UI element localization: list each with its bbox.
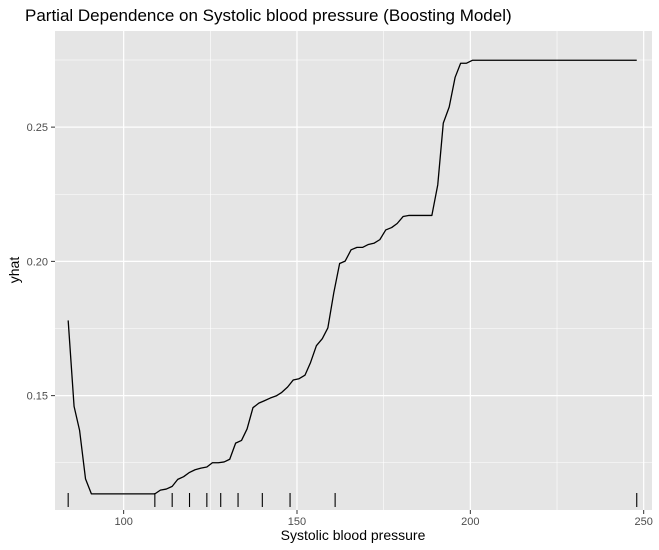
x-tick-label: 100 (114, 516, 132, 528)
rug-marks (67, 493, 638, 507)
y-axis-ticks: 0.15 0.20 0.25 (27, 122, 55, 403)
x-tick-label: 250 (634, 516, 652, 528)
x-axis-ticks: 100 150 200 250 (114, 510, 653, 528)
x-axis-label: Systolic blood pressure (281, 527, 426, 543)
y-tick-label: 0.15 (27, 391, 48, 403)
grid-major (55, 31, 652, 510)
series-line (67, 59, 637, 495)
series-line-group (67, 59, 637, 495)
y-tick-label: 0.25 (27, 122, 48, 134)
x-tick-label: 200 (461, 516, 479, 528)
panel-background (55, 31, 652, 510)
chart-title: Partial Dependence on Systolic blood pre… (25, 6, 512, 25)
y-tick-label: 0.20 (27, 256, 48, 268)
x-tick-label: 150 (288, 516, 306, 528)
grid-minor (55, 31, 652, 510)
y-axis-label: yhat (6, 257, 22, 284)
